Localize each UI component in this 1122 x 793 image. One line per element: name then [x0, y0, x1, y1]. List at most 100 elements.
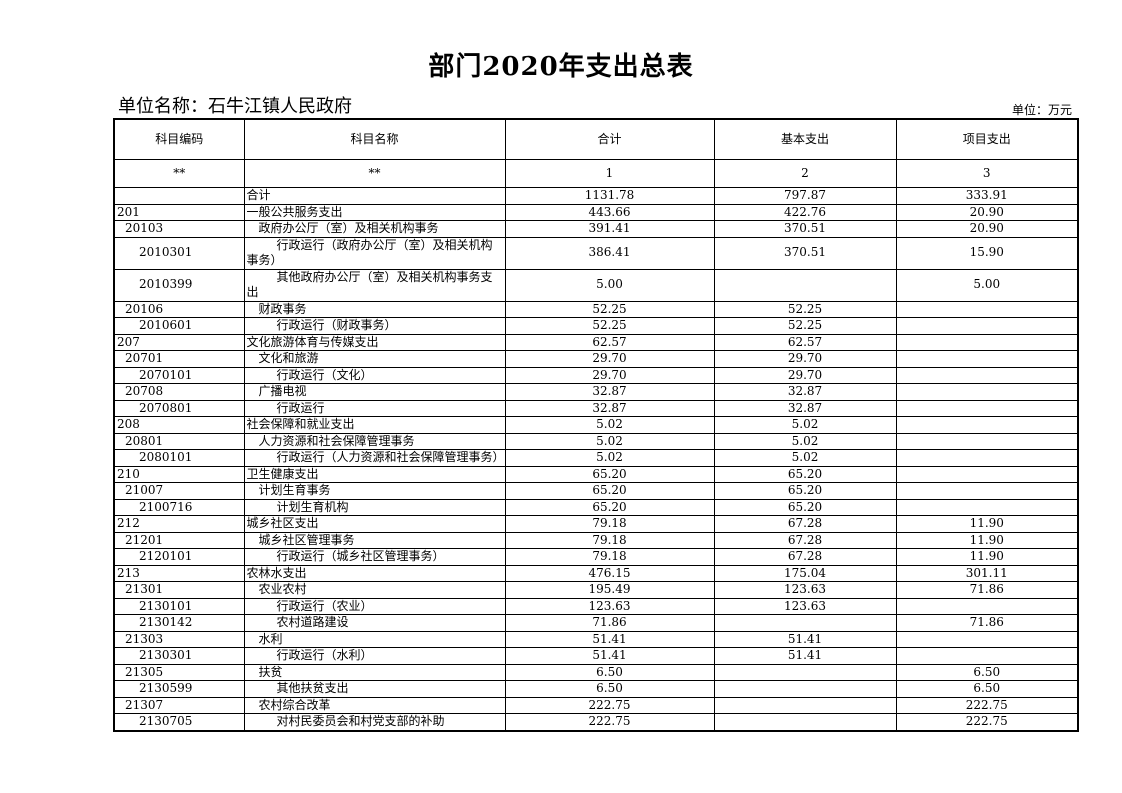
code-cell: 20801 [113, 432, 245, 450]
index-code: ** [113, 159, 245, 188]
code-cell: 2010601 [113, 317, 245, 335]
code-cell: 21301 [113, 581, 245, 599]
project-cell [895, 383, 1079, 401]
code-cell: 2100716 [113, 498, 245, 516]
name-cell: 卫生健康支出 [243, 465, 506, 483]
table-row: 201 一般公共服务支出 443.66 422.76 20.90 [113, 203, 1079, 221]
code-cell: 21305 [113, 663, 245, 681]
total-cell: 29.70 [504, 350, 715, 368]
basic-cell: 422.76 [713, 203, 897, 221]
name-cell: 水利 [243, 630, 506, 648]
code-cell: 20701 [113, 350, 245, 368]
project-cell: 11.90 [895, 548, 1079, 566]
project-cell: 71.86 [895, 614, 1079, 632]
name-cell: 人力资源和社会保障管理事务 [243, 432, 506, 450]
project-cell [895, 597, 1079, 615]
project-cell: 11.90 [895, 515, 1079, 533]
name-cell: 行政运行（文化） [243, 366, 506, 384]
name-cell: 行政运行（政府办公厅（室）及相关机构事务） [243, 236, 506, 270]
table-row: 2130599 其他扶贫支出 6.50 6.50 [113, 680, 1079, 698]
code-cell: 213 [113, 564, 245, 582]
code-cell: 21007 [113, 482, 245, 500]
table-row: 20106 财政事务 52.25 52.25 [113, 300, 1079, 318]
basic-cell: 5.02 [713, 432, 897, 450]
name-cell: 文化和旅游 [243, 350, 506, 368]
code-cell: 210 [113, 465, 245, 483]
code-cell [113, 187, 245, 205]
table-row: 2120101 行政运行（城乡社区管理事务） 79.18 67.28 11.90 [113, 548, 1079, 566]
index-row: ** ** 1 2 3 [113, 159, 1079, 188]
code-cell: 207 [113, 333, 245, 351]
header-row: 科目编码 科目名称 合计 基本支出 项目支出 [113, 118, 1079, 160]
basic-cell: 65.20 [713, 498, 897, 516]
basic-cell [713, 680, 897, 698]
project-cell: 333.91 [895, 187, 1079, 205]
project-cell [895, 300, 1079, 318]
total-cell: 5.02 [504, 449, 715, 467]
name-cell: 一般公共服务支出 [243, 203, 506, 221]
basic-cell: 797.87 [713, 187, 897, 205]
name-cell: 行政运行 [243, 399, 506, 417]
total-cell: 71.86 [504, 614, 715, 632]
total-cell: 6.50 [504, 663, 715, 681]
project-cell: 71.86 [895, 581, 1079, 599]
total-cell: 123.63 [504, 597, 715, 615]
code-cell: 21201 [113, 531, 245, 549]
basic-cell: 29.70 [713, 350, 897, 368]
project-cell [895, 482, 1079, 500]
index-total: 1 [504, 159, 715, 188]
table-row: 合计 1131.78 797.87 333.91 [113, 187, 1079, 205]
total-cell: 386.41 [504, 236, 715, 270]
project-cell: 301.11 [895, 564, 1079, 582]
table-row: 210 卫生健康支出 65.20 65.20 [113, 465, 1079, 483]
basic-cell [713, 696, 897, 714]
header-basic: 基本支出 [713, 118, 897, 160]
total-cell: 52.25 [504, 317, 715, 335]
name-cell: 城乡社区管理事务 [243, 531, 506, 549]
currency-unit: 单位：万元 [1011, 103, 1072, 117]
table-row: 2130142 农村道路建设 71.86 71.86 [113, 614, 1079, 632]
total-cell: 65.20 [504, 498, 715, 516]
table-row: 2010399 其他政府办公厅（室）及相关机构事务支出 5.00 5.00 [113, 268, 1079, 302]
name-cell: 城乡社区支出 [243, 515, 506, 533]
code-cell: 201 [113, 203, 245, 221]
name-cell: 计划生育机构 [243, 498, 506, 516]
project-cell [895, 465, 1079, 483]
name-cell: 广播电视 [243, 383, 506, 401]
project-cell: 5.00 [895, 268, 1079, 302]
code-cell: 20106 [113, 300, 245, 318]
basic-cell: 370.51 [713, 236, 897, 270]
page-title: 部门2020年支出总表 [428, 52, 694, 82]
table-row: 20801 人力资源和社会保障管理事务 5.02 5.02 [113, 432, 1079, 450]
project-cell [895, 366, 1079, 384]
basic-cell: 51.41 [713, 630, 897, 648]
project-cell: 222.75 [895, 713, 1079, 731]
project-cell: 11.90 [895, 531, 1079, 549]
table-row: 2100716 计划生育机构 65.20 65.20 [113, 498, 1079, 516]
basic-cell: 65.20 [713, 482, 897, 500]
total-cell: 195.49 [504, 581, 715, 599]
name-cell: 行政运行（人力资源和社会保障管理事务） [243, 449, 506, 467]
basic-cell [713, 268, 897, 302]
project-cell: 20.90 [895, 203, 1079, 221]
code-cell: 21303 [113, 630, 245, 648]
table-row: 2010601 行政运行（财政事务） 52.25 52.25 [113, 317, 1079, 335]
code-cell: 2080101 [113, 449, 245, 467]
total-cell: 32.87 [504, 383, 715, 401]
total-cell: 443.66 [504, 203, 715, 221]
project-cell [895, 498, 1079, 516]
code-cell: 2130301 [113, 647, 245, 665]
name-cell: 扶贫 [243, 663, 506, 681]
basic-cell: 370.51 [713, 220, 897, 238]
total-cell: 5.02 [504, 432, 715, 450]
code-cell: 2010301 [113, 236, 245, 270]
total-cell: 65.20 [504, 482, 715, 500]
total-cell: 65.20 [504, 465, 715, 483]
total-cell: 1131.78 [504, 187, 715, 205]
total-cell: 62.57 [504, 333, 715, 351]
project-cell: 6.50 [895, 663, 1079, 681]
name-cell: 对村民委员会和村党支部的补助 [243, 713, 506, 731]
name-cell: 合计 [243, 187, 506, 205]
code-cell: 2120101 [113, 548, 245, 566]
basic-cell: 62.57 [713, 333, 897, 351]
